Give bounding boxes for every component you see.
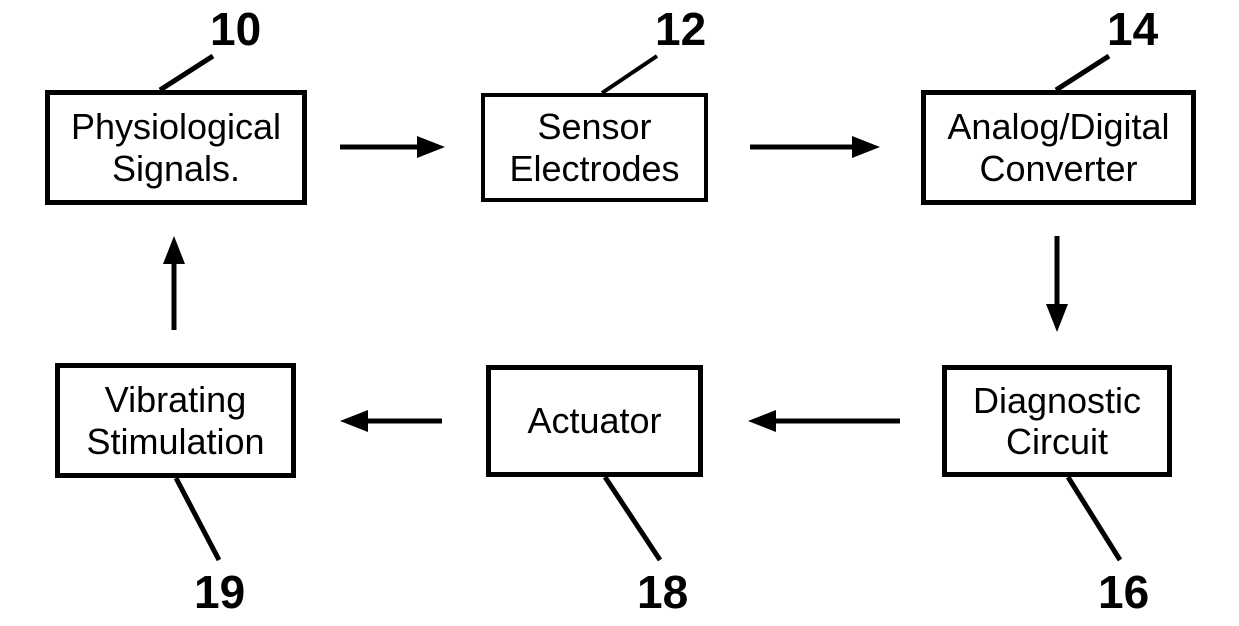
flow-arrows — [0, 0, 1239, 626]
flowchart-diagram: Physiological Signals. Sensor Electrodes… — [0, 0, 1239, 626]
